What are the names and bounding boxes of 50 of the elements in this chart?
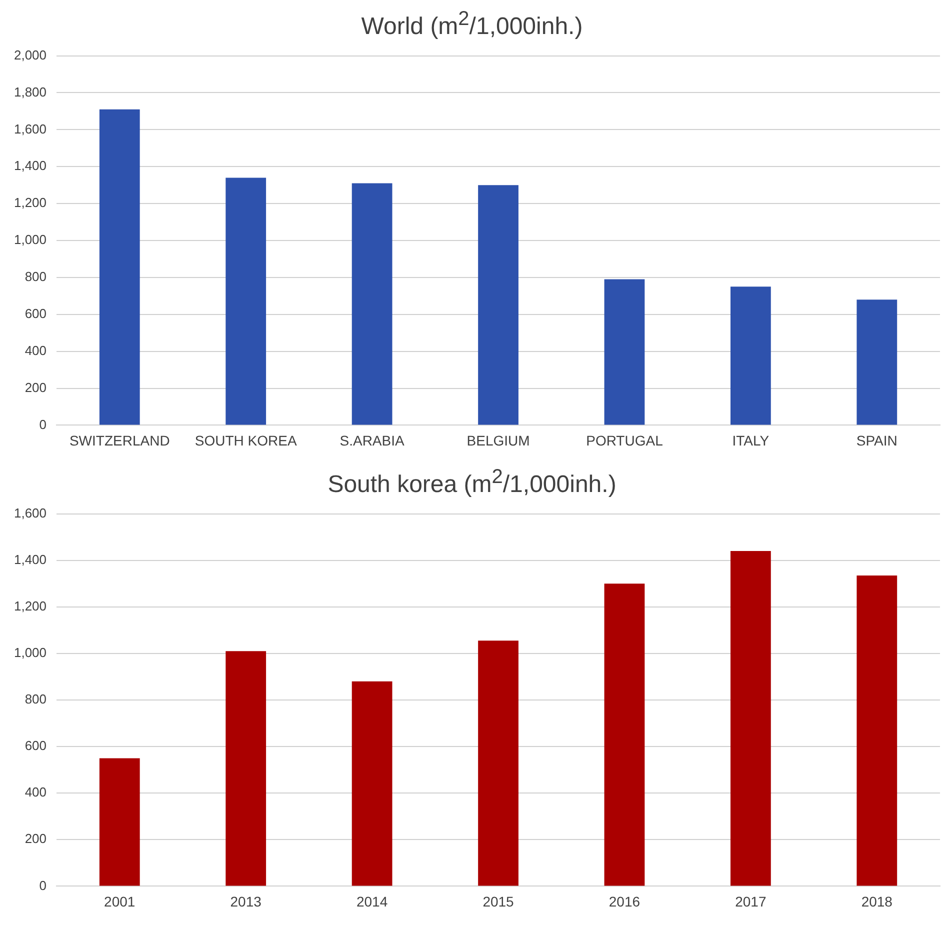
bar [856, 575, 898, 886]
x-tick-label: 2014 [356, 893, 388, 910]
y-tick-label: 400 [24, 784, 47, 800]
y-tick-label: 1,000 [14, 232, 47, 248]
x-tick-label: SWITZERLAND [69, 432, 170, 448]
y-tick-label: 600 [24, 306, 47, 321]
x-tick-label: 2018 [861, 893, 893, 910]
bar [226, 178, 266, 425]
bar [99, 109, 140, 425]
chart-title: World (m$^{2}$/1,000inh.) [360, 7, 584, 40]
x-tick-label: S.ARABIA [340, 432, 405, 448]
x-tick-label: 2001 [104, 893, 136, 910]
bar [352, 681, 392, 886]
x-tick-label: PORTUGAL [586, 432, 664, 448]
y-tick-label: 1,000 [14, 645, 47, 660]
y-tick-label: 1,400 [14, 552, 47, 567]
y-tick-label: 1,200 [14, 195, 47, 210]
y-tick-label: 400 [24, 342, 47, 358]
x-tick-label: 2017 [735, 893, 766, 910]
bar [99, 758, 140, 886]
bar [604, 279, 645, 425]
x-tick-label: SPAIN [856, 432, 898, 448]
bar [226, 651, 266, 886]
chart-title: South korea (m$^{2}$/1,000inh.) [326, 465, 618, 498]
x-tick-label: ITALY [732, 432, 770, 448]
x-tick-label: 2015 [482, 893, 514, 910]
x-tick-label: SOUTH KOREA [194, 432, 298, 448]
x-tick-label: 2016 [608, 893, 640, 910]
y-tick-label: 800 [24, 692, 47, 707]
bar [478, 185, 518, 425]
y-tick-label: 200 [24, 831, 47, 846]
y-tick-label: 200 [24, 380, 47, 395]
y-tick-label: 0 [39, 416, 47, 432]
y-tick-label: 800 [24, 269, 47, 284]
y-tick-label: 1,600 [14, 121, 47, 136]
x-tick-label: 2013 [230, 893, 262, 910]
bar [730, 286, 771, 425]
y-tick-label: 1,800 [14, 84, 47, 100]
bar [604, 584, 645, 886]
bar [856, 300, 898, 425]
bar [730, 551, 771, 886]
y-tick-label: 1,400 [14, 158, 47, 174]
x-tick-label: BELGIUM [466, 432, 530, 448]
y-tick-label: 1,600 [14, 505, 47, 520]
y-tick-label: 0 [39, 878, 47, 893]
y-tick-label: 600 [24, 738, 47, 754]
bar [352, 183, 392, 425]
y-tick-label: 2,000 [14, 47, 47, 62]
y-tick-label: 1,200 [14, 598, 47, 614]
bar [478, 640, 518, 886]
